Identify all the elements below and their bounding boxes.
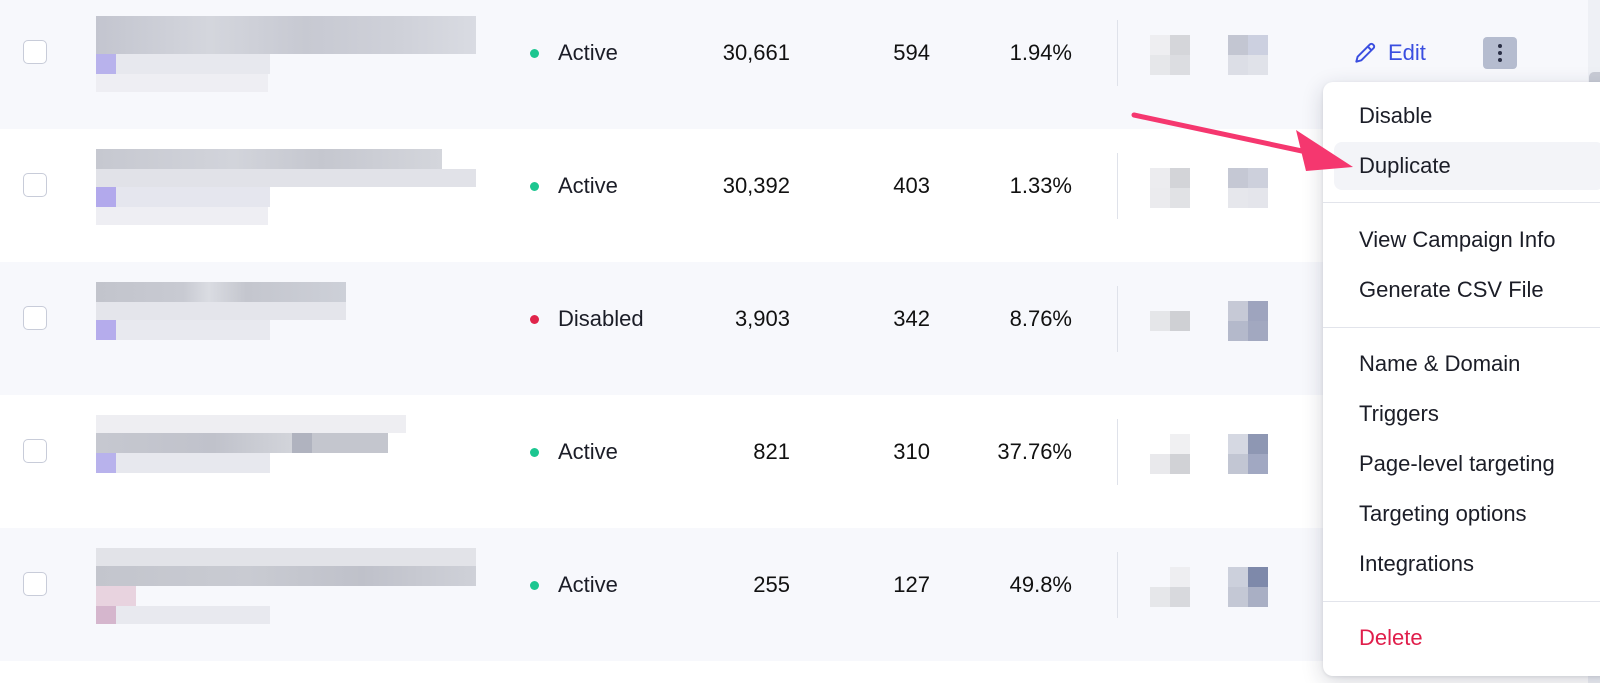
menu-divider xyxy=(1323,327,1600,328)
menu-item-duplicate[interactable]: Duplicate xyxy=(1334,142,1600,190)
preview-thumbnail[interactable] xyxy=(1150,567,1190,607)
status-dot xyxy=(530,49,539,58)
status-label: Active xyxy=(558,40,618,65)
conversion-rate-value: 1.33% xyxy=(1009,173,1072,198)
menu-divider xyxy=(1323,202,1600,203)
column-divider xyxy=(1117,552,1118,618)
menu-item-targeting-options[interactable]: Targeting options xyxy=(1359,501,1527,526)
preview-thumbnail[interactable] xyxy=(1150,301,1190,341)
conversions-value: 403 xyxy=(893,173,930,198)
preview-thumbnail[interactable] xyxy=(1228,35,1268,75)
column-divider xyxy=(1117,20,1118,86)
row-checkbox[interactable] xyxy=(23,572,47,596)
conversion-rate-value: 49.8% xyxy=(1009,572,1072,597)
campaign-name-thumbnail-blurred[interactable] xyxy=(78,14,488,110)
menu-item-generate-csv[interactable]: Generate CSV File xyxy=(1359,277,1544,302)
impressions-value: 821 xyxy=(753,439,790,464)
impressions-value: 255 xyxy=(753,572,790,597)
scrollbar-thumb[interactable] xyxy=(1589,72,1600,88)
column-divider xyxy=(1117,286,1118,352)
conversions-value: 127 xyxy=(893,572,930,597)
table-row[interactable]: Active 30,661 594 1.94% Edit xyxy=(0,0,1600,129)
column-divider xyxy=(1117,419,1118,485)
preview-thumbnail[interactable] xyxy=(1150,35,1190,75)
status-dot xyxy=(530,315,539,324)
status-dot xyxy=(530,581,539,590)
impressions-value: 3,903 xyxy=(734,306,790,331)
row-checkbox[interactable] xyxy=(23,306,47,330)
menu-item-page-level-targeting[interactable]: Page-level targeting xyxy=(1359,451,1555,476)
menu-item-disable[interactable]: Disable xyxy=(1359,103,1433,128)
menu-item-triggers[interactable]: Triggers xyxy=(1359,401,1439,426)
campaign-name-thumbnail-blurred[interactable] xyxy=(78,280,488,376)
status-label: Active xyxy=(558,439,618,464)
campaign-name-thumbnail-blurred[interactable] xyxy=(78,546,488,642)
menu-divider xyxy=(1323,601,1600,602)
preview-thumbnail[interactable] xyxy=(1228,301,1268,341)
kebab-dot-icon xyxy=(1498,51,1502,55)
status-dot xyxy=(530,448,539,457)
menu-item-view-campaign-info[interactable]: View Campaign Info xyxy=(1359,227,1556,252)
menu-item-name-domain[interactable]: Name & Domain xyxy=(1359,351,1521,376)
edit-label: Edit xyxy=(1388,40,1426,65)
conversions-value: 310 xyxy=(893,439,930,464)
column-divider xyxy=(1117,153,1118,219)
campaign-name-thumbnail-blurred[interactable] xyxy=(78,147,488,243)
kebab-dot-icon xyxy=(1498,44,1502,48)
status-label: Active xyxy=(558,173,618,198)
impressions-value: 30,392 xyxy=(722,173,790,198)
row-checkbox[interactable] xyxy=(23,173,47,197)
preview-thumbnail[interactable] xyxy=(1228,434,1268,474)
row-actions-menu: Disable Duplicate View Campaign Info Gen… xyxy=(1323,82,1600,676)
conversion-rate-value: 8.76% xyxy=(1009,306,1072,331)
campaign-name-thumbnail-blurred[interactable] xyxy=(78,413,488,509)
preview-thumbnail[interactable] xyxy=(1150,168,1190,208)
preview-thumbnail[interactable] xyxy=(1228,567,1268,607)
more-options-button[interactable] xyxy=(1483,37,1517,69)
impressions-value: 30,661 xyxy=(722,40,790,65)
row-checkbox[interactable] xyxy=(23,439,47,463)
pencil-icon xyxy=(1355,42,1376,63)
menu-item-delete[interactable]: Delete xyxy=(1359,625,1423,650)
conversions-value: 594 xyxy=(893,40,930,65)
status-label: Active xyxy=(558,572,618,597)
kebab-dot-icon xyxy=(1498,58,1502,62)
conversion-rate-value: 37.76% xyxy=(997,439,1072,464)
preview-thumbnail[interactable] xyxy=(1228,168,1268,208)
conversion-rate-value: 1.94% xyxy=(1009,40,1072,65)
edit-button[interactable]: Edit xyxy=(1352,38,1426,68)
conversions-value: 342 xyxy=(893,306,930,331)
status-dot xyxy=(530,182,539,191)
menu-item-integrations[interactable]: Integrations xyxy=(1359,551,1474,576)
status-label: Disabled xyxy=(558,306,644,331)
preview-thumbnail[interactable] xyxy=(1150,434,1190,474)
row-checkbox[interactable] xyxy=(23,40,47,64)
